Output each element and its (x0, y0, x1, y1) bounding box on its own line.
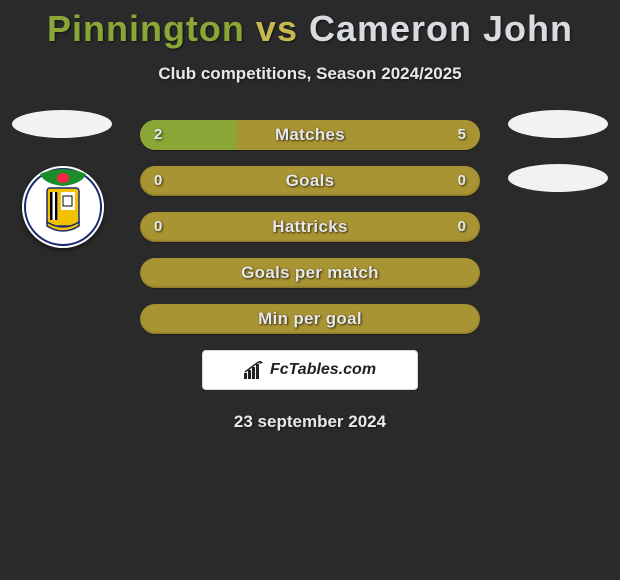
stat-label: Goals (140, 166, 480, 196)
stat-label: Goals per match (140, 258, 480, 288)
stat-row: 00Goals (140, 166, 480, 196)
title-vs: vs (256, 8, 298, 49)
title-player-right: Cameron John (309, 8, 573, 49)
subtitle: Club competitions, Season 2024/2025 (0, 64, 620, 84)
club-logo (22, 166, 104, 248)
player-left-badge-slot (12, 110, 112, 138)
stat-row: Goals per match (140, 258, 480, 288)
watermark-text: FcTables.com (270, 361, 376, 379)
placeholder-ellipse-icon (12, 110, 112, 138)
stat-row: 00Hattricks (140, 212, 480, 242)
stat-label: Matches (140, 120, 480, 150)
placeholder-ellipse-icon (508, 110, 608, 138)
player-right-badge-slot (508, 110, 608, 138)
stat-bars: 25Matches 00Goals 00Hattricks Goals per mat… (140, 120, 480, 334)
title-player-left: Pinnington (47, 8, 245, 49)
stat-row: 25Matches (140, 120, 480, 150)
stat-row: Min per goal (140, 304, 480, 334)
stat-label: Min per goal (140, 304, 480, 334)
date-text: 23 september 2024 (0, 412, 620, 432)
club-crest-icon (22, 166, 104, 248)
watermark: FcTables.com (202, 350, 418, 390)
placeholder-ellipse-icon (508, 164, 608, 192)
stat-label: Hattricks (140, 212, 480, 242)
page-title: Pinnington vs Cameron John (0, 0, 620, 50)
chart-icon (244, 361, 264, 379)
comparison-area: 25Matches 00Goals 00Hattricks Goals per mat… (0, 120, 620, 334)
